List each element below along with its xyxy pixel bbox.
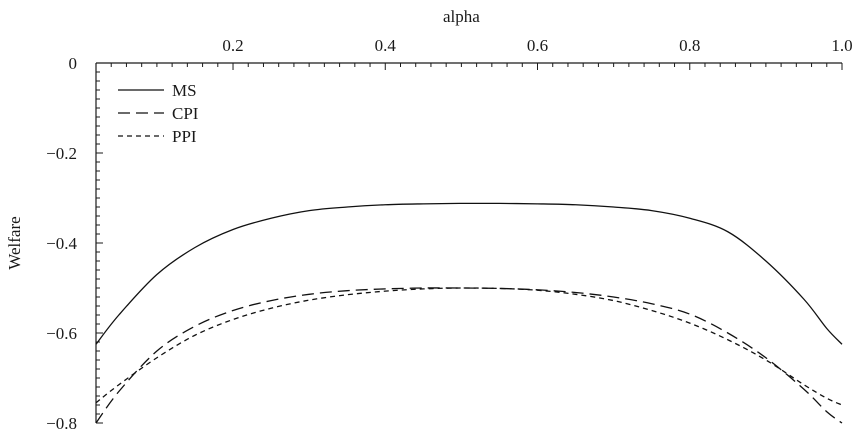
series-line-cpi [95, 287, 843, 424]
x-tick-label: 0.2 [222, 36, 243, 55]
legend-label-cpi: CPI [172, 104, 199, 123]
x-tick-label: 0.6 [527, 36, 548, 55]
legend: MS CPI PPI [118, 81, 199, 146]
x-tick-label: 0.8 [679, 36, 700, 55]
y-tick-label: −0.8 [46, 414, 77, 429]
x-tick-label: 0.4 [375, 36, 397, 55]
x-ticks: 0.2 0.4 0.6 0.8 1.0 [222, 36, 853, 70]
series-line-ms [95, 202, 843, 345]
y-tick-label: 0 [69, 54, 78, 73]
series-line-ppi [95, 287, 843, 406]
y-tick-label: −0.2 [46, 144, 77, 163]
x-tick-label: 1.0 [831, 36, 852, 55]
y-ticks: 0 −0.2 −0.4 −0.6 −0.8 [46, 54, 103, 429]
legend-label-ppi: PPI [172, 127, 197, 146]
x-minor-ticks [95, 63, 828, 67]
y-minor-ticks [96, 71, 100, 415]
x-axis-label: alpha [443, 7, 480, 26]
legend-label-ms: MS [172, 81, 197, 100]
series-lines [95, 202, 843, 424]
axes: 0 −0.2 −0.4 −0.6 −0.8 0.2 0.4 0.6 0.8 1.0 [46, 36, 852, 429]
y-tick-label: −0.6 [46, 324, 77, 343]
y-tick-label: −0.4 [46, 234, 77, 253]
y-axis-label: Welfare [5, 216, 24, 269]
